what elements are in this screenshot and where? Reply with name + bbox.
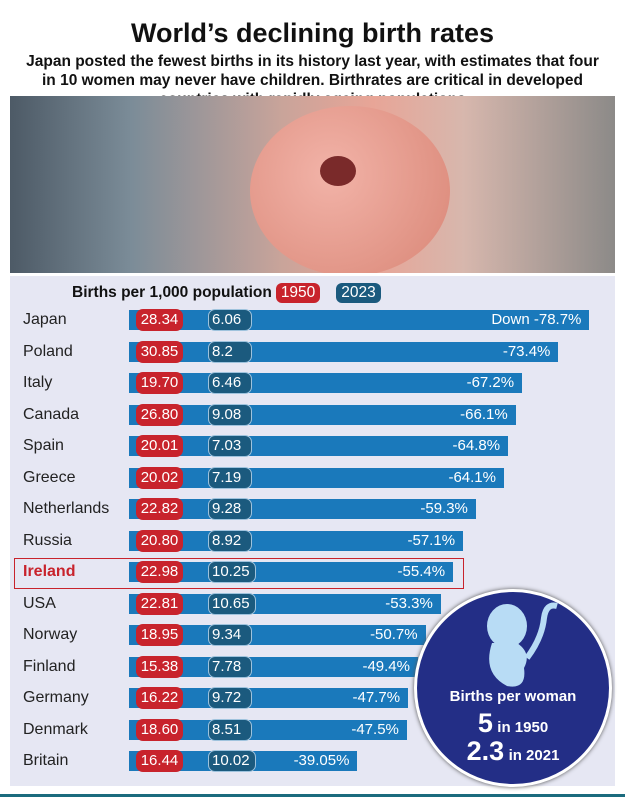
ireland-highlight-box (14, 558, 464, 589)
country-label: Norway (23, 626, 78, 643)
value-1950: 20.01 (136, 435, 183, 457)
value-2023: 10.25 (208, 561, 256, 583)
change-bar (129, 625, 426, 645)
change-label: -53.3% (385, 595, 433, 612)
change-bar (129, 688, 409, 708)
births-per-woman-inset: Births per woman 5 in 1950 2.3 in 2021 (414, 589, 612, 787)
change-label: -39.05% (293, 752, 350, 769)
country-label: Germany (23, 689, 89, 706)
value-1950: 16.44 (136, 750, 183, 772)
value-1950: 30.85 (136, 341, 183, 363)
chart-title: Births per 1,000 population (72, 284, 272, 301)
title: World’s declining birth rates (130, 18, 495, 48)
change-label: -57.1% (407, 532, 456, 549)
value-2023: 9.08 (208, 404, 252, 426)
legend-2023: 2023 (336, 283, 381, 303)
value-1950: 20.02 (136, 467, 183, 489)
value-1950: 18.60 (136, 719, 183, 741)
country-label: Canada (23, 406, 80, 423)
change-label: -55.4% (397, 563, 446, 580)
inset-value-2021: 2.3 (466, 736, 505, 766)
value-2023: 10.02 (208, 750, 256, 772)
value-1950: 22.82 (136, 498, 183, 520)
change-bar (129, 594, 441, 614)
country-label: Greece (23, 469, 76, 486)
value-1950: 15.38 (136, 656, 183, 678)
country-label: Netherlands (23, 500, 110, 517)
country-label: Denmark (23, 721, 88, 738)
country-label: Ireland (23, 563, 76, 580)
inset-year-2021: in 2021 (508, 747, 560, 764)
country-label: Britain (23, 752, 69, 769)
value-2023: 6.06 (208, 309, 252, 331)
value-1950: 28.34 (136, 309, 183, 331)
value-1950: 22.98 (136, 561, 183, 583)
country-label: Italy (23, 374, 53, 391)
legend-1950: 1950 (275, 283, 321, 303)
newborn-photo (10, 96, 615, 273)
bottom-rule (0, 794, 625, 797)
country-label: Poland (23, 343, 73, 360)
value-2023: 8.2 (208, 341, 252, 363)
change-label: -47.5% (351, 721, 399, 738)
inset-label: Births per woman (449, 688, 577, 705)
value-1950: 26.80 (136, 404, 183, 426)
value-1950: 19.70 (136, 372, 183, 394)
change-label: -64.1% (448, 469, 496, 486)
value-1950: 22.81 (136, 593, 183, 615)
value-2023: 7.78 (208, 656, 252, 678)
value-1950: 16.22 (136, 687, 183, 709)
change-label: -67.2% (466, 374, 515, 391)
country-label: Spain (23, 437, 64, 454)
value-2023: 8.51 (208, 719, 252, 741)
value-2023: 7.19 (208, 467, 252, 489)
value-1950: 20.80 (136, 530, 183, 552)
inset-year-1950: in 1950 (497, 719, 549, 736)
change-label: Down -78.7% (491, 311, 582, 328)
country-label: USA (23, 595, 56, 612)
value-2023: 9.72 (208, 687, 252, 709)
change-label: -73.4% (502, 343, 551, 360)
value-2023: 8.92 (208, 530, 252, 552)
inset-value-1950: 5 (477, 708, 493, 738)
value-2023: 9.34 (208, 624, 252, 646)
change-bar (129, 720, 407, 740)
legend: Births per 1,000 population 1950 2023 (72, 283, 381, 303)
value-2023: 9.28 (208, 498, 252, 520)
value-2023: 7.03 (208, 435, 252, 457)
change-label: -64.8% (452, 437, 501, 454)
value-2023: 6.46 (208, 372, 252, 394)
value-1950: 18.95 (136, 624, 183, 646)
change-label: -59.3% (420, 500, 468, 517)
change-label: -49.4% (362, 658, 410, 675)
country-label: Japan (23, 311, 67, 328)
change-label: -50.7% (370, 626, 418, 643)
fetus-icon (487, 602, 558, 687)
change-label: -47.7% (352, 689, 401, 706)
change-bar (129, 657, 418, 677)
value-2023: 10.65 (208, 593, 256, 615)
country-label: Finland (23, 658, 76, 675)
country-label: Russia (23, 532, 72, 549)
change-label: -66.1% (460, 406, 508, 423)
